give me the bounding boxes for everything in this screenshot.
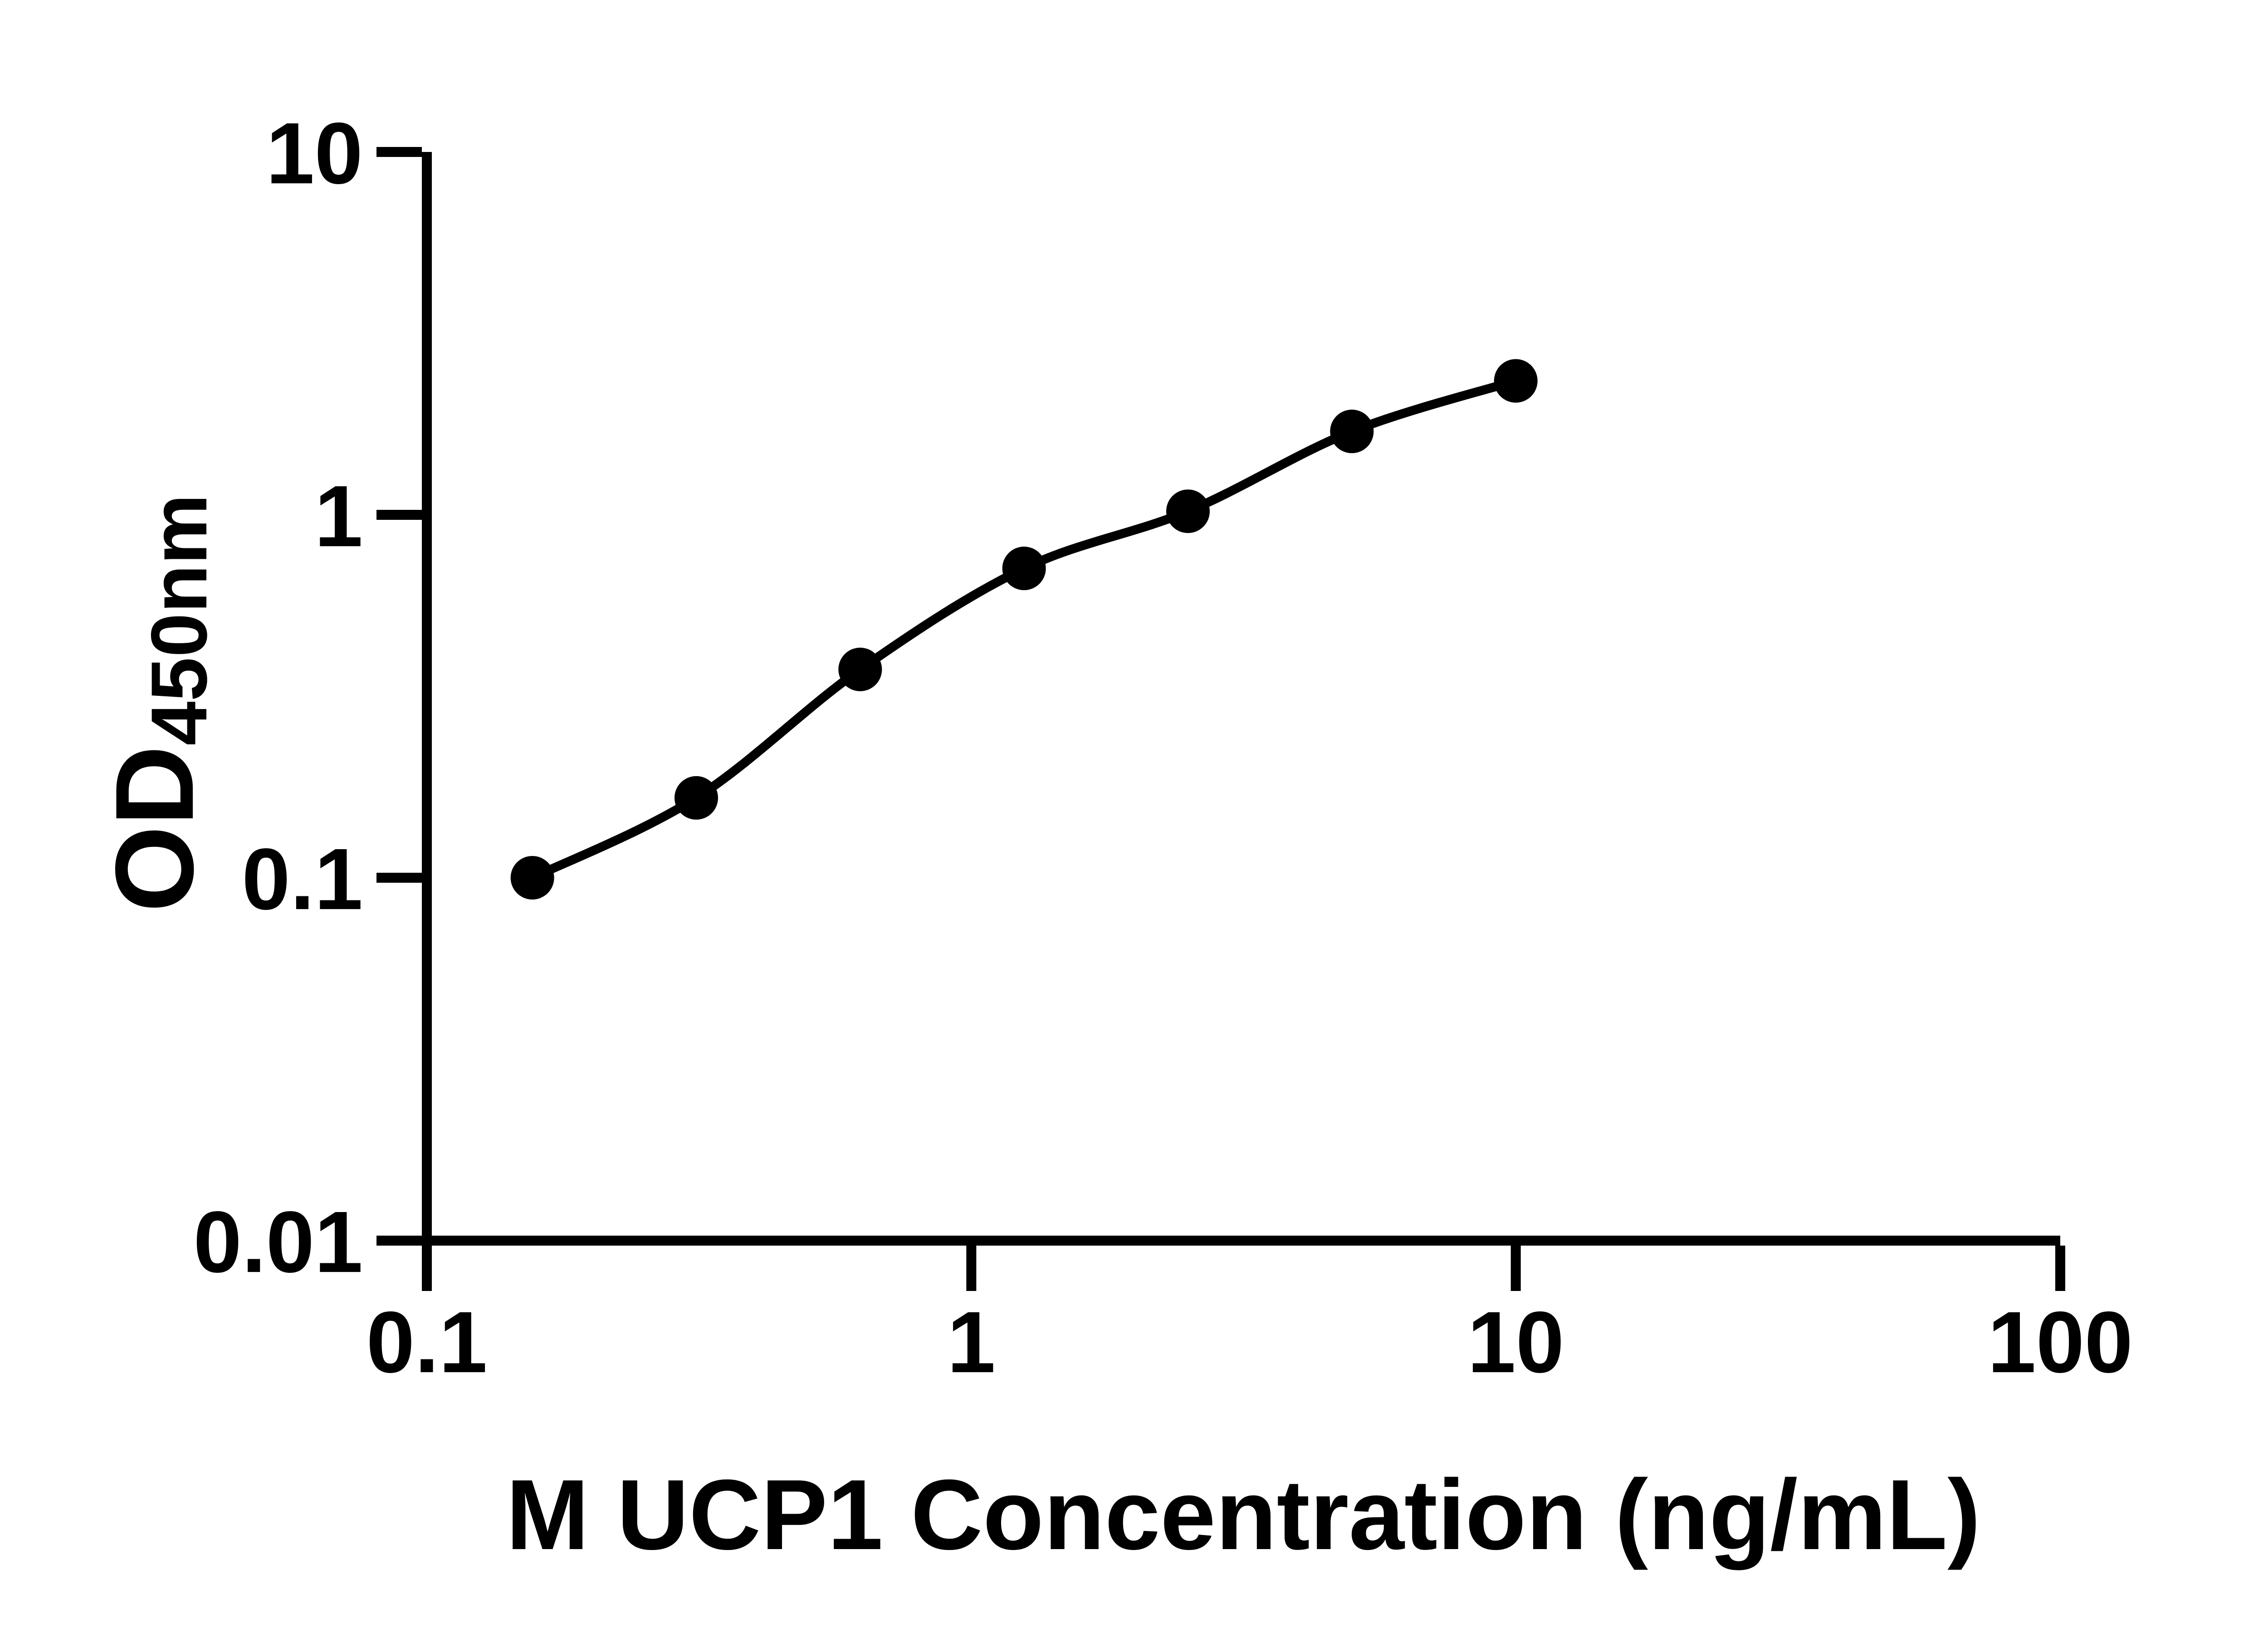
data-point-0.3125ng-ml [674,776,718,820]
y-tick-label-0.1: 0.1 [242,830,363,928]
y-tick-label-0.01: 0.01 [193,1193,363,1291]
x-axis-title: M UCP1 Concentration (ng/mL) [506,1459,1980,1570]
x-tick-label-100: 100 [1988,1293,2133,1391]
x-tick-label-10: 10 [1467,1293,1564,1391]
data-point-2.5ng-ml [1166,489,1210,533]
data-point-5ng-ml [1330,410,1374,454]
y-tick-label-10: 10 [266,104,363,202]
data-point-0.15625ng-ml [510,856,554,900]
x-tick-label-1: 1 [947,1293,996,1391]
x-tick-label-0.1: 0.1 [367,1293,488,1391]
y-axis-title-main: OD [92,745,216,912]
y-axis-title: OD450nm [92,494,224,912]
y-axis-title-sub: 450nm [135,494,224,745]
y-tick-label-1: 1 [314,467,363,565]
data-point-10ng-ml [1494,359,1538,403]
data-point-0.625ng-ml [838,647,882,691]
data-point-1.25ng-ml [1002,547,1046,591]
